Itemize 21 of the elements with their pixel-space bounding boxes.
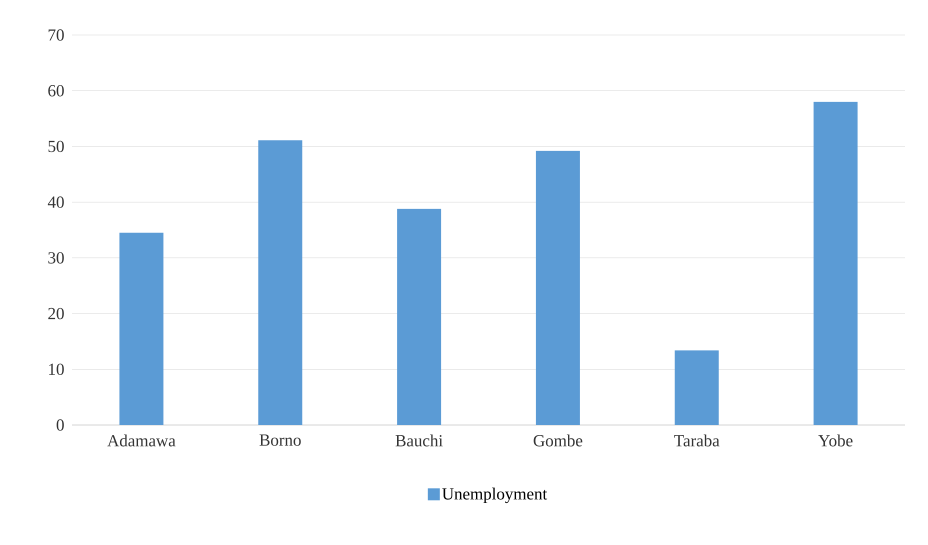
x-tick-label: Taraba bbox=[674, 434, 720, 446]
y-tick-label: 0 bbox=[56, 419, 64, 431]
y-tick-label: 40 bbox=[48, 196, 64, 208]
legend-label: Unemployment bbox=[442, 488, 548, 504]
x-tick-label: Bauchi bbox=[396, 434, 443, 446]
bar bbox=[119, 232, 164, 425]
x-tick-label: Borno bbox=[260, 434, 301, 446]
x-tick-label: Yobe bbox=[818, 434, 853, 446]
x-tick-label: Gombe bbox=[534, 434, 582, 446]
x-tick-label: Adamawa bbox=[107, 434, 176, 446]
bar bbox=[536, 150, 580, 425]
y-tick-label: 10 bbox=[49, 364, 64, 376]
bar bbox=[814, 102, 858, 425]
y-tick-label: 70 bbox=[48, 29, 64, 41]
bar bbox=[397, 208, 442, 425]
bar bbox=[674, 350, 719, 425]
y-tick-label: 20 bbox=[48, 308, 64, 320]
bar bbox=[258, 140, 302, 425]
y-tick-label: 30 bbox=[48, 252, 64, 264]
y-tick-label: 50 bbox=[48, 140, 64, 152]
y-tick-label: 60 bbox=[48, 85, 64, 96]
